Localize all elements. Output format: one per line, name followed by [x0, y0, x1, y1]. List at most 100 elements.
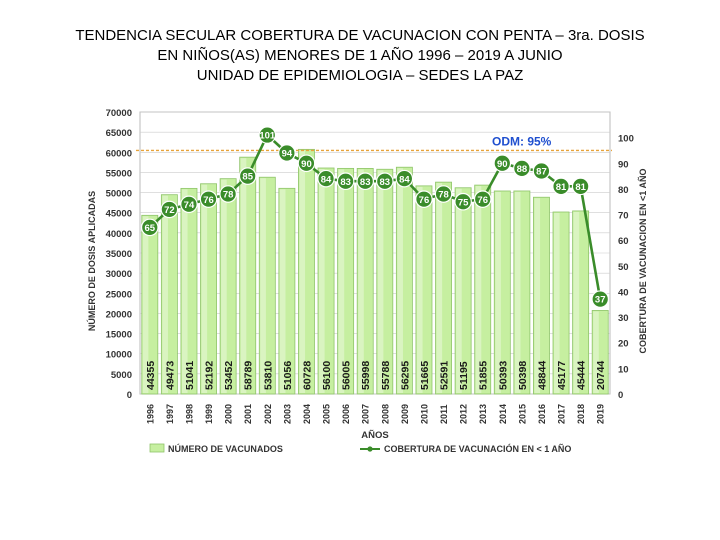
- coverage-marker: [415, 190, 433, 208]
- bar-value-label: 49473: [164, 361, 176, 390]
- coverage-value-label: 94: [282, 149, 293, 160]
- coverage-value-label: 90: [497, 159, 508, 170]
- coverage-marker: [571, 177, 590, 196]
- bar-value-label: 55998: [360, 361, 372, 390]
- bar-value-label: 51195: [458, 361, 470, 390]
- bar-2014: [493, 190, 511, 395]
- x-axis-tick: 2017: [557, 404, 567, 424]
- bar-value-label: 50393: [497, 361, 509, 390]
- bar-series: [141, 148, 609, 395]
- legend-bar-label: NÚMERO DE VACUNADOS: [168, 443, 283, 454]
- coverage-value-label: 83: [380, 177, 391, 188]
- bar-highlight: [181, 189, 188, 393]
- coverage-marker: [238, 167, 257, 185]
- bar-2011: [435, 181, 452, 395]
- right-axis-tick: 40: [618, 287, 629, 298]
- line-series: 65 72 74 76 78 85 101 94 90 84 83 83 83 84 76 78 75 76 90 8…: [140, 126, 610, 308]
- bar-highlight: [260, 178, 266, 393]
- coverage-marker: [180, 195, 198, 214]
- left-axis-tick: 5000: [111, 370, 132, 381]
- left-axis-tick: 25000: [106, 289, 132, 300]
- left-axis-tick: 70000: [106, 108, 132, 119]
- bar-2003: [278, 187, 296, 395]
- bar-2001: [239, 156, 257, 395]
- x-axis-tick: 2013: [478, 404, 488, 424]
- right-axis-tick: 100: [618, 134, 634, 145]
- coverage-marker: [199, 190, 218, 208]
- x-axis-tick: 2006: [341, 404, 351, 424]
- bar-2005: [317, 167, 335, 395]
- bar-value-label: 51665: [419, 361, 431, 390]
- bar-value-label: 55788: [380, 361, 392, 390]
- right-axis-tick: 30: [618, 313, 629, 324]
- bar-highlight: [475, 186, 482, 393]
- bar-value-label: 51041: [184, 361, 196, 390]
- odm-label: ODM: 95%: [492, 134, 552, 148]
- gridlines: [139, 111, 611, 395]
- bar-value-label: 45177: [556, 361, 568, 390]
- bar-highlight: [573, 211, 580, 393]
- coverage-marker: [395, 169, 414, 188]
- legend-line-label: COBERTURA DE VACUNACIÓN EN < 1 AÑO: [384, 443, 571, 454]
- x-axis-tick: 2011: [439, 404, 449, 424]
- coverage-marker: [356, 172, 375, 191]
- x-axis-tick: 2018: [576, 404, 586, 424]
- legend-bar-swatch: [149, 443, 165, 453]
- coverage-marker: [375, 172, 394, 191]
- bar-value-label: 53810: [262, 361, 274, 390]
- bar-highlight: [436, 183, 443, 393]
- bar-2017: [552, 211, 570, 395]
- bar-highlight: [201, 184, 208, 393]
- x-axis-tick: 2010: [419, 404, 429, 424]
- left-axis-label: NÚMERO DE DOSIS APLICADAS: [86, 191, 97, 331]
- legend: NÚMERO DE VACUNADOS COBERTURA DE VACUNACI…: [149, 443, 571, 454]
- bar-value-label: 51056: [282, 361, 294, 390]
- title-line-2: EN NIÑOS(AS) MENORES DE 1 AÑO 1996 – 201…: [157, 47, 563, 64]
- bar-value-label: 56295: [399, 361, 411, 390]
- left-axis-tick: 10000: [106, 350, 132, 361]
- right-axis-tick: 60: [618, 236, 629, 247]
- x-axis-tick: 2002: [263, 404, 273, 424]
- bar-highlight: [221, 179, 227, 393]
- coverage-value-label: 83: [360, 177, 371, 188]
- x-axis-tick: 2001: [243, 404, 253, 424]
- x-axis-tick: 2004: [302, 404, 312, 424]
- title-line-3: UNIDAD DE EPIDEMIOLOGIA – SEDES LA PAZ: [196, 67, 524, 84]
- bar-highlight: [416, 186, 423, 393]
- bar-2009: [395, 166, 413, 395]
- x-axis-tick: 2003: [282, 404, 292, 424]
- coverage-marker: [140, 218, 159, 237]
- x-axis-tick: 2012: [459, 404, 469, 424]
- coverage-marker: [258, 126, 277, 144]
- bar-highlight: [240, 158, 247, 393]
- bar-highlight: [358, 169, 364, 393]
- coverage-marker: [591, 290, 610, 308]
- coverage-value-label: 78: [223, 190, 234, 201]
- coverage-value-label: 84: [321, 174, 332, 185]
- chart-title: TENDENCIA SECULAR COBERTURA DE VACUNACIO…: [0, 26, 720, 86]
- coverage-marker: [532, 162, 551, 180]
- coverage-value-label: 87: [536, 167, 547, 178]
- x-axis-tick: 2015: [517, 404, 527, 424]
- bar-value-label: 48844: [536, 361, 548, 390]
- coverage-value-label: 37: [595, 295, 606, 306]
- coverage-value-label: 78: [438, 190, 449, 201]
- bar-highlight: [162, 195, 168, 393]
- bar-2016: [533, 196, 550, 395]
- left-axis-tick: 20000: [106, 309, 132, 320]
- x-axis-tick: 2016: [537, 404, 547, 424]
- x-axis-tick: 1998: [184, 404, 194, 424]
- bar-2010: [415, 185, 433, 395]
- bar-highlight: [338, 169, 345, 393]
- left-axis-tick: 35000: [106, 249, 132, 260]
- bar-1999: [200, 183, 217, 395]
- coverage-marker: [434, 185, 453, 203]
- right-axis-tick: 80: [618, 185, 629, 196]
- bar-highlight: [593, 311, 599, 393]
- bar-value-label: 56100: [321, 361, 333, 390]
- x-axis-tick: 2019: [596, 404, 606, 424]
- bar-value-label: 60728: [301, 361, 313, 390]
- coverage-marker: [219, 185, 237, 203]
- right-axis-tick: 90: [618, 159, 629, 170]
- coverage-value-label: 76: [203, 195, 214, 206]
